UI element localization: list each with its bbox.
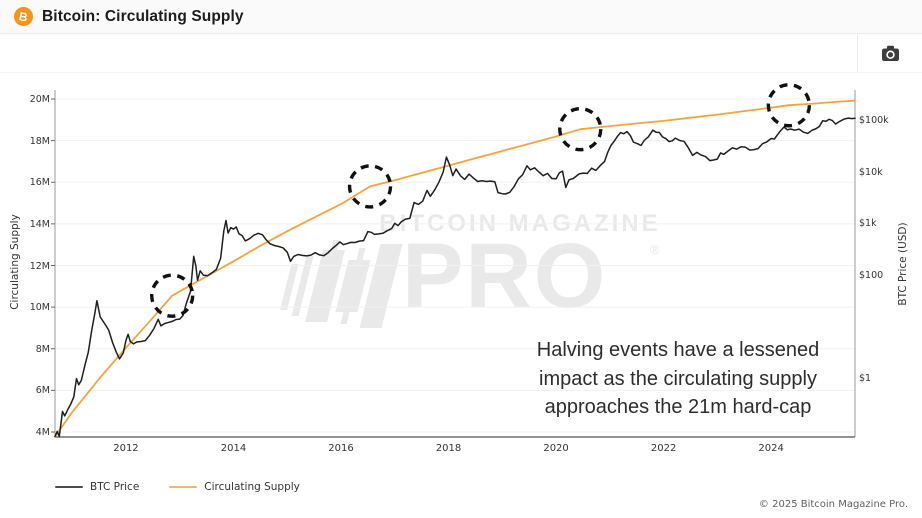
- x-axis-tick-label: 2022: [650, 443, 677, 454]
- y-left-tick-label: 6M: [35, 385, 50, 397]
- legend-swatch-btc-price: [55, 485, 83, 489]
- y-right-tick-label: $1: [859, 372, 872, 384]
- y-left-tick-label: 18M: [29, 135, 50, 147]
- y-left-tick-label: 14M: [29, 218, 50, 230]
- y-left-tick-label: 20M: [29, 94, 50, 105]
- y-right-tick-label: $1k: [859, 218, 877, 229]
- y-left-tick-label: 8M: [35, 343, 50, 355]
- y-left-tick-label: 12M: [29, 260, 50, 272]
- x-axis-tick-label: 2024: [758, 443, 784, 454]
- y-axis-left-title: Circulating Supply: [9, 214, 21, 310]
- y-left-tick-label: 16M: [29, 177, 50, 189]
- x-axis-tick-label: 2016: [328, 443, 354, 454]
- footer-copyright: © 2025 Bitcoin Magazine Pro.: [758, 499, 908, 510]
- halving-marker: [766, 83, 812, 128]
- bitcoin-symbol: B: [17, 8, 30, 25]
- page-title: Bitcoin: Circulating Supply: [42, 7, 244, 25]
- halving-marker: [558, 106, 603, 152]
- y-right-tick-label: $100: [859, 269, 884, 281]
- halving-marker: [347, 164, 393, 209]
- camera-icon: [882, 45, 899, 61]
- legend-label: Circulating Supply: [204, 481, 300, 493]
- x-axis-tick-label: 2018: [435, 443, 462, 454]
- halving-marker: [150, 273, 195, 318]
- toolbar: [0, 34, 922, 73]
- legend-item-circulating-supply[interactable]: Circulating Supply: [169, 481, 300, 493]
- x-axis-tick-label: 2014: [220, 443, 247, 454]
- chart-canvas[interactable]: [0, 72, 922, 470]
- x-axis-tick-label: 2012: [113, 443, 139, 454]
- y-left-tick-label: 4M: [35, 427, 50, 438]
- y-right-tick-label: $10k: [859, 166, 883, 178]
- x-axis-tick-label: 2020: [543, 443, 569, 454]
- legend-label: BTC Price: [90, 481, 140, 493]
- watermark-registered-mark: ®: [650, 242, 660, 257]
- screenshot-button[interactable]: [879, 43, 902, 64]
- y-axis-right-title: BTC Price (USD): [897, 222, 909, 306]
- annotation-text: Halving events have a lessened impact as…: [536, 339, 820, 418]
- bitcoin-logo-icon: B: [14, 7, 33, 26]
- y-right-tick-label: $100k: [859, 115, 889, 126]
- y-left-tick-label: 10M: [29, 302, 50, 314]
- header: B Bitcoin: Circulating Supply: [0, 0, 922, 34]
- chart: BITCOIN MAGAZINE PRO ® 20M 18M 16M 14M 12M 10…: [0, 72, 922, 470]
- camera-cell: [857, 34, 922, 72]
- legend: BTC Price Circulating Supply: [55, 481, 300, 493]
- legend-swatch-circulating-supply: [169, 485, 198, 489]
- legend-item-btc-price[interactable]: BTC Price: [55, 481, 139, 493]
